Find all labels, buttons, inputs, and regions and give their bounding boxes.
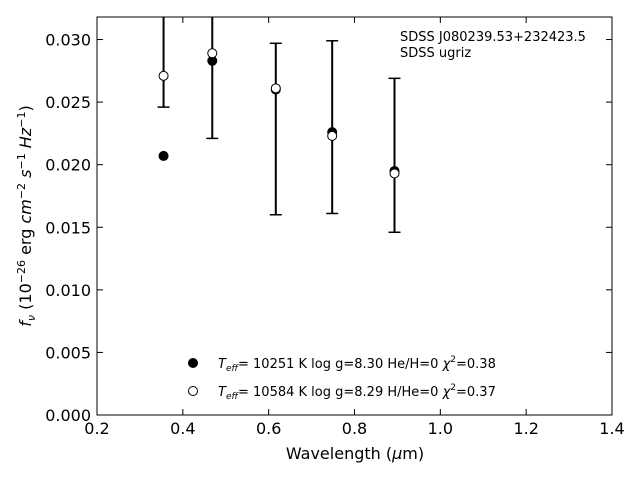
y-tick-label: 0.000 [45, 406, 91, 425]
x-tick-label: 1.4 [599, 419, 624, 438]
x-tick-label: 0.8 [342, 419, 367, 438]
legend-marker-filled [188, 358, 198, 368]
y-axis-label: fν (10−26 erg cm−2 s−1 Hz−1) [15, 105, 38, 326]
plot-frame [96, 16, 613, 416]
x-axis-label: Wavelength (μm) [286, 444, 424, 463]
x-tick-label: 0.6 [256, 419, 281, 438]
axis-ticks: 0.2 0.4 0.6 0.8 1.0 1.2 1.4 0.000 0.005 0.010 0.01… [45, 17, 625, 438]
model-point-open [327, 130, 338, 141]
x-tick-label: 0.4 [170, 419, 195, 438]
chart-marks [157, 17, 401, 234]
legend-label-open: Teff= 10584 K log g=8.29 H/He=0 χ2=0.37 [218, 383, 496, 402]
y-tick-label: 0.025 [45, 93, 91, 112]
legend-marker-open [188, 386, 198, 396]
model-point-open [270, 83, 281, 94]
x-tick-label: 1.0 [428, 419, 453, 438]
y-tick-label: 0.010 [45, 281, 91, 300]
annotation-survey: SDSS ugriz [400, 46, 471, 61]
model-point-open [158, 70, 169, 81]
x-tick-label: 0.2 [84, 419, 109, 438]
model-point-open [207, 48, 218, 59]
legend: Teff= 10251 K log g=8.30 He/H=0 χ2=0.38 … [188, 355, 496, 402]
x-tick-label: 1.2 [513, 419, 538, 438]
y-tick-label: 0.030 [45, 31, 91, 50]
annotation-object: SDSS J080239.53+232423.5 [400, 30, 586, 45]
model-point-open [389, 168, 400, 179]
y-tick-label: 0.015 [45, 218, 91, 237]
y-tick-label: 0.005 [45, 343, 91, 362]
legend-label-filled: Teff= 10251 K log g=8.30 He/H=0 χ2=0.38 [218, 355, 496, 374]
y-tick-label: 0.020 [45, 156, 91, 175]
model-point-filled [158, 150, 169, 161]
